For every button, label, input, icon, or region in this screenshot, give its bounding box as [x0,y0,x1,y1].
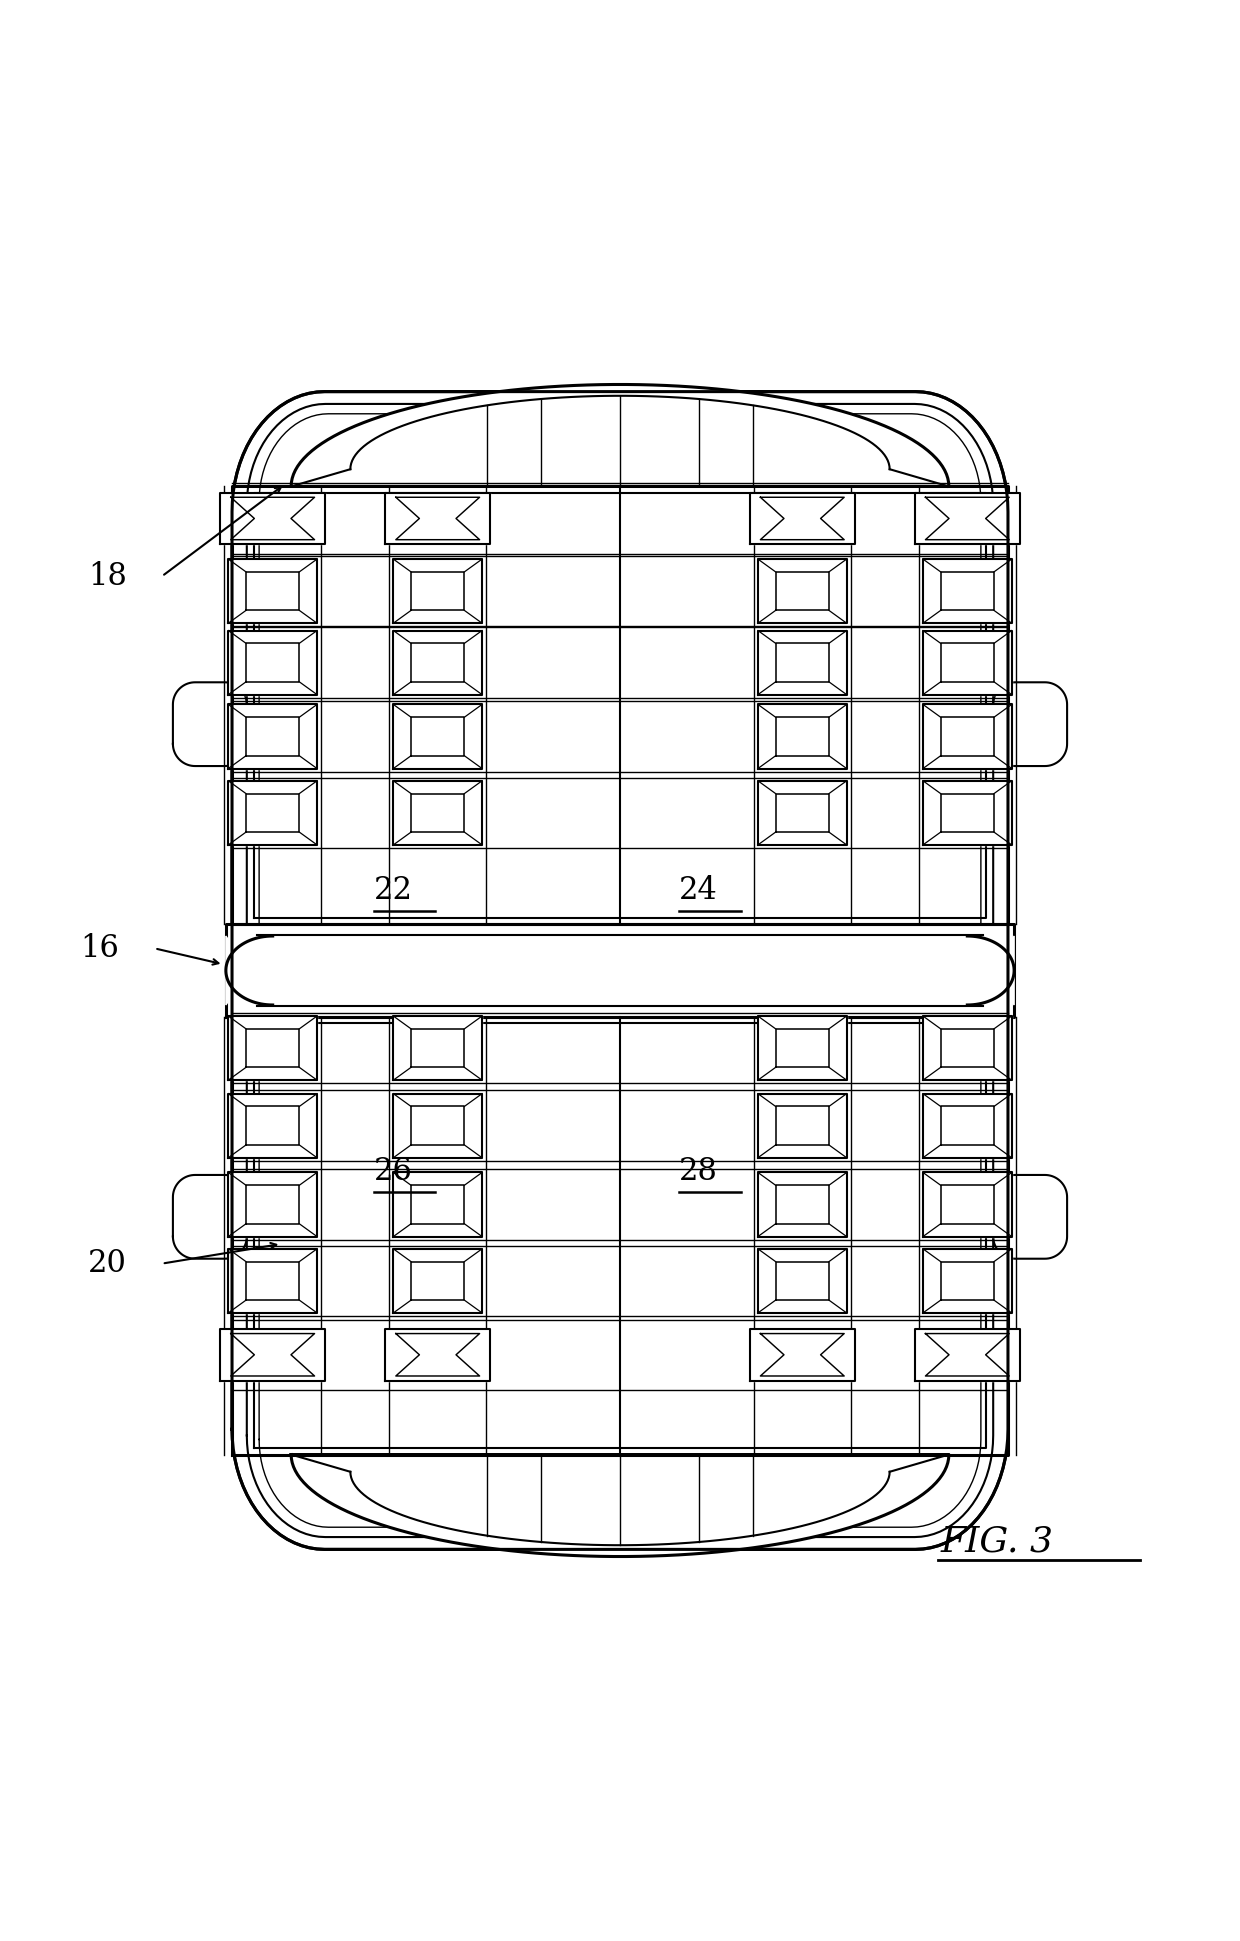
Polygon shape [228,559,317,623]
Text: 22: 22 [373,875,413,906]
Polygon shape [228,1172,317,1236]
Polygon shape [393,1172,482,1236]
Polygon shape [750,493,854,543]
Polygon shape [993,1174,1068,1258]
Polygon shape [228,780,317,844]
Polygon shape [758,631,847,695]
Text: FIG. 3: FIG. 3 [940,1526,1053,1559]
Polygon shape [758,705,847,769]
Polygon shape [412,1029,464,1068]
Polygon shape [923,631,1012,695]
Polygon shape [393,705,482,769]
Polygon shape [941,1029,994,1068]
Polygon shape [993,683,1068,767]
Polygon shape [232,392,1008,1549]
Polygon shape [172,683,247,767]
Polygon shape [758,1248,847,1312]
Text: 26: 26 [373,1157,413,1186]
Polygon shape [776,1029,828,1068]
Polygon shape [393,1015,482,1079]
Polygon shape [226,936,273,1005]
Polygon shape [228,1093,317,1157]
Polygon shape [412,1186,464,1223]
Polygon shape [923,1015,1012,1079]
Polygon shape [776,642,828,681]
Polygon shape [758,1015,847,1079]
Polygon shape [941,573,994,609]
Polygon shape [228,1015,317,1079]
Polygon shape [412,718,464,755]
Polygon shape [232,1017,1008,1454]
Polygon shape [941,794,994,833]
Polygon shape [412,794,464,833]
Polygon shape [246,1106,299,1145]
Polygon shape [923,1172,1012,1236]
Polygon shape [758,1172,847,1236]
Polygon shape [941,718,994,755]
Polygon shape [923,559,1012,623]
Polygon shape [246,573,299,609]
Polygon shape [967,936,1014,1005]
Polygon shape [393,631,482,695]
Polygon shape [221,493,325,543]
Polygon shape [941,1186,994,1223]
Polygon shape [172,1174,247,1258]
Polygon shape [246,1029,299,1068]
Polygon shape [923,1093,1012,1157]
Polygon shape [776,718,828,755]
Polygon shape [393,1093,482,1157]
Polygon shape [915,493,1019,543]
Polygon shape [221,1330,325,1380]
Polygon shape [412,1106,464,1145]
Polygon shape [776,794,828,833]
Polygon shape [776,573,828,609]
Polygon shape [941,1262,994,1300]
Polygon shape [412,573,464,609]
Polygon shape [412,642,464,681]
Polygon shape [291,1454,949,1557]
Polygon shape [386,1330,490,1380]
Polygon shape [776,1186,828,1223]
Polygon shape [393,780,482,844]
Polygon shape [941,642,994,681]
Text: 18: 18 [88,561,126,592]
Polygon shape [758,780,847,844]
Polygon shape [291,384,949,487]
Polygon shape [923,705,1012,769]
Polygon shape [393,1248,482,1312]
Polygon shape [228,631,317,695]
Polygon shape [246,642,299,681]
Polygon shape [226,924,1014,1017]
Polygon shape [923,780,1012,844]
Text: 20: 20 [88,1248,126,1279]
Polygon shape [393,559,482,623]
Polygon shape [228,1248,317,1312]
Polygon shape [758,559,847,623]
Polygon shape [915,1330,1019,1380]
Text: 24: 24 [680,875,718,906]
Polygon shape [923,1248,1012,1312]
Text: 28: 28 [680,1157,718,1186]
Polygon shape [246,1262,299,1300]
Polygon shape [776,1106,828,1145]
Polygon shape [228,705,317,769]
Polygon shape [246,1186,299,1223]
Polygon shape [246,794,299,833]
Polygon shape [776,1262,828,1300]
Polygon shape [750,1330,854,1380]
Polygon shape [758,1093,847,1157]
Polygon shape [941,1106,994,1145]
Text: 16: 16 [81,934,119,965]
Polygon shape [246,718,299,755]
Polygon shape [412,1262,464,1300]
Polygon shape [386,493,490,543]
Polygon shape [232,487,1008,924]
